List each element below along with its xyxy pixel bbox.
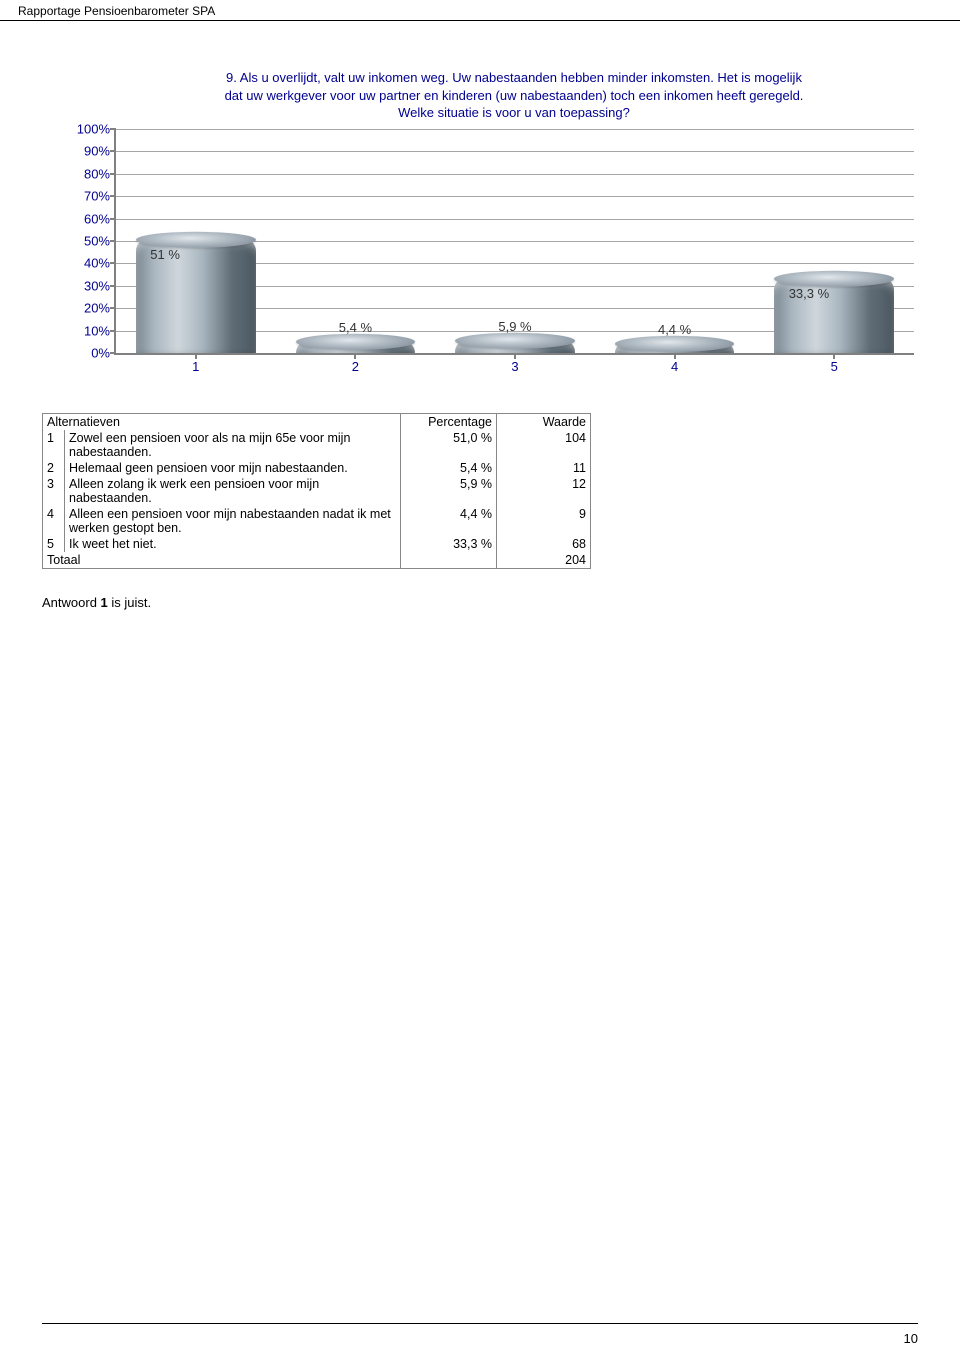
- x-tick-label: 3: [511, 353, 518, 374]
- gridline: [116, 151, 914, 152]
- col-alternatieven: Alternatieven: [43, 414, 401, 431]
- cell-text: Ik weet het niet.: [65, 536, 401, 552]
- cell-total-val: 204: [497, 552, 591, 569]
- gridline: [116, 219, 914, 220]
- answer-suffix: is juist.: [108, 595, 151, 610]
- cell-pct: 33,3 %: [401, 536, 497, 552]
- bar: 5,4 %: [296, 341, 416, 353]
- cell-val: 12: [497, 476, 591, 506]
- page-header: Rapportage Pensioenbarometer SPA: [0, 0, 960, 21]
- answer-line: Antwoord 1 is juist.: [42, 595, 918, 610]
- bar: 51 %: [136, 239, 256, 353]
- table-row: 1Zowel een pensioen voor als na mijn 65e…: [43, 430, 591, 460]
- content: 9. Als u overlijdt, valt uw inkomen weg.…: [0, 21, 960, 610]
- chart-title: 9. Als u overlijdt, valt uw inkomen weg.…: [114, 69, 914, 122]
- y-tick-label: 10%: [68, 323, 116, 338]
- gridline: [116, 196, 914, 197]
- answer-prefix: Antwoord: [42, 595, 101, 610]
- bar: 33,3 %: [774, 278, 894, 353]
- bar-top: [615, 336, 735, 352]
- cell-index: 3: [43, 476, 65, 506]
- cell-val: 104: [497, 430, 591, 460]
- y-tick-label: 70%: [68, 189, 116, 204]
- x-tick-label: 5: [831, 353, 838, 374]
- y-tick-label: 100%: [68, 122, 116, 137]
- y-tick-label: 60%: [68, 211, 116, 226]
- cell-text: Alleen een pensioen voor mijn nabestaand…: [65, 506, 401, 536]
- cell-text: Alleen zolang ik werk een pensioen voor …: [65, 476, 401, 506]
- chart-title-line: Welke situatie is voor u van toepassing?: [398, 105, 630, 120]
- bar-top: [296, 334, 416, 350]
- table-row: 3Alleen zolang ik werk een pensioen voor…: [43, 476, 591, 506]
- gridline: [116, 174, 914, 175]
- cell-pct: 51,0 %: [401, 430, 497, 460]
- bar-value-label: 5,4 %: [339, 320, 372, 335]
- cell-total-label: Totaal: [43, 552, 401, 569]
- bar-top: [774, 271, 894, 287]
- cell-pct: 5,9 %: [401, 476, 497, 506]
- table-row: 5Ik weet het niet.33,3 %68: [43, 536, 591, 552]
- table-row: 4Alleen een pensioen voor mijn nabestaan…: [43, 506, 591, 536]
- footer-rule: [42, 1323, 918, 1324]
- x-tick-label: 4: [671, 353, 678, 374]
- cell-val: 68: [497, 536, 591, 552]
- x-tick-label: 2: [352, 353, 359, 374]
- data-table: Alternatieven Percentage Waarde 1Zowel e…: [42, 413, 591, 569]
- cell-pct: 5,4 %: [401, 460, 497, 476]
- bar: 4,4 %: [615, 343, 735, 353]
- cell-index: 2: [43, 460, 65, 476]
- page-number: 10: [904, 1331, 918, 1346]
- bar-top: [136, 232, 256, 248]
- plot-area: 0%10%20%30%40%50%60%70%80%90%100%151 %25…: [114, 129, 914, 355]
- cell-text: Zowel een pensioen voor als na mijn 65e …: [65, 430, 401, 460]
- col-waarde: Waarde: [497, 414, 591, 431]
- x-tick-label: 1: [192, 353, 199, 374]
- y-tick-label: 80%: [68, 166, 116, 181]
- table-total-row: Totaal 204: [43, 552, 591, 569]
- table-header-row: Alternatieven Percentage Waarde: [43, 414, 591, 431]
- table-row: 2Helemaal geen pensioen voor mijn nabest…: [43, 460, 591, 476]
- bar: 5,9 %: [455, 340, 575, 353]
- bar-value-label: 33,3 %: [789, 286, 829, 301]
- bar-value-label: 5,9 %: [498, 319, 531, 334]
- cell-text: Helemaal geen pensioen voor mijn nabesta…: [65, 460, 401, 476]
- bar-top: [455, 333, 575, 349]
- cell-val: 9: [497, 506, 591, 536]
- answer-bold: 1: [101, 595, 108, 610]
- y-tick-label: 20%: [68, 301, 116, 316]
- cell-index: 1: [43, 430, 65, 460]
- chart-title-line: 9. Als u overlijdt, valt uw inkomen weg.…: [226, 70, 802, 85]
- y-tick-label: 30%: [68, 278, 116, 293]
- chart-title-line: dat uw werkgever voor uw partner en kind…: [225, 88, 804, 103]
- cell-index: 5: [43, 536, 65, 552]
- y-tick-label: 0%: [68, 346, 116, 361]
- page-header-title: Rapportage Pensioenbarometer SPA: [18, 4, 215, 18]
- y-tick-label: 40%: [68, 256, 116, 271]
- y-tick-label: 50%: [68, 234, 116, 249]
- cell-index: 4: [43, 506, 65, 536]
- cell-total-pct: [401, 552, 497, 569]
- gridline: [116, 129, 914, 130]
- bar-value-label: 4,4 %: [658, 322, 691, 337]
- bar-value-label: 51 %: [150, 247, 180, 262]
- cell-pct: 4,4 %: [401, 506, 497, 536]
- bar-chart: 9. Als u overlijdt, valt uw inkomen weg.…: [56, 69, 918, 379]
- cell-val: 11: [497, 460, 591, 476]
- col-percentage: Percentage: [401, 414, 497, 431]
- y-tick-label: 90%: [68, 144, 116, 159]
